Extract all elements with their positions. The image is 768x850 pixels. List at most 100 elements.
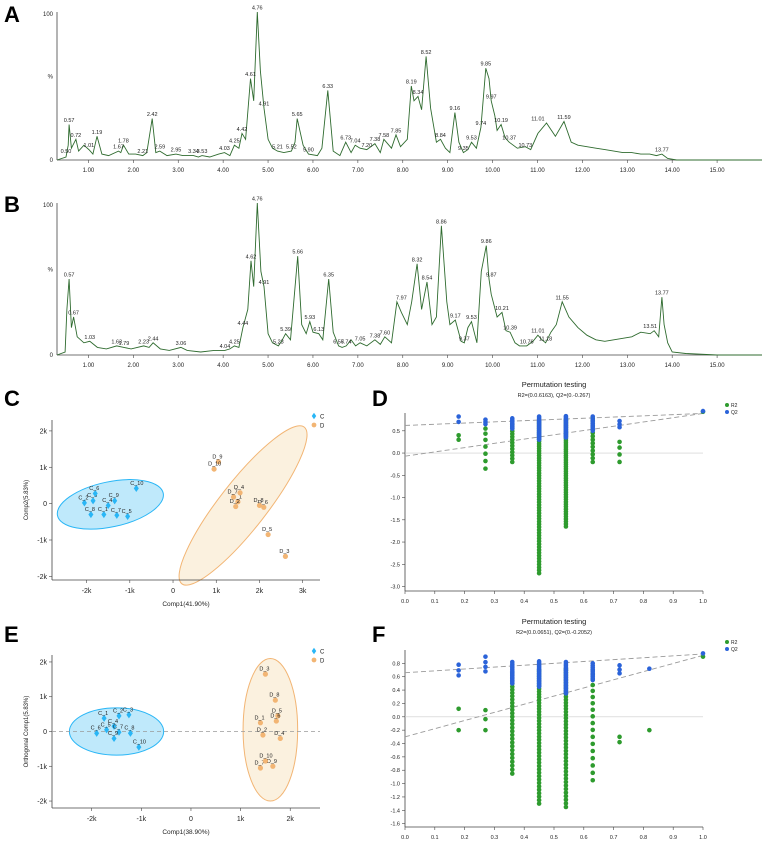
score-c-point-d-7 (230, 494, 237, 500)
panel-label-b: B (4, 192, 20, 217)
chrom-b-peak-label: 11.18 (539, 336, 552, 342)
perm-f-r2-point (563, 735, 569, 740)
perm-f-r2-point (590, 777, 596, 783)
chrom-b-peak-label: 7.97 (396, 295, 407, 301)
perm-d-ytick-label: -0.5 (391, 473, 400, 479)
chrom-b-peak-label: 9.17 (450, 314, 461, 320)
chrom-a-peak-label: 8.34 (413, 90, 424, 96)
perm-f-r2-point (563, 715, 569, 721)
perm-f-r2-point (509, 707, 515, 712)
perm-d-r2-point (456, 432, 461, 438)
perm-f-r2-point (563, 762, 569, 767)
chrom-a-xtick-label: 9.00 (442, 168, 454, 174)
perm-d-xtick-label: 0.6 (580, 599, 588, 605)
perm-f-r2-point (483, 707, 488, 713)
perm-d-ytick-label: 0.0 (392, 451, 400, 457)
score-e-xtick-label: -1k (136, 816, 146, 823)
chrom-a-peak-label: 8.84 (435, 133, 446, 139)
score-c-xtick-label: -1k (125, 588, 135, 595)
perm-f-r2-point (509, 763, 515, 768)
perm-d-r2-point (617, 452, 622, 457)
score-c-point-label: D_2 (230, 499, 240, 505)
score-e-point-label: C_5 (101, 722, 111, 728)
chrom-b-peak-label: 4.76 (252, 197, 263, 203)
perm-f-r2-point (536, 794, 542, 799)
perm-f-ytick-label: 0.2 (392, 701, 400, 707)
score-e-point-label: D_3 (259, 667, 269, 673)
perm-f-r2-point (536, 743, 542, 749)
perm-f-r2-point (509, 743, 515, 749)
score-e-ytick-label: 1k (40, 694, 48, 701)
perm-f-r2-point (509, 725, 515, 730)
perm-d-legend-label-q2: Q2 (731, 410, 738, 416)
perm-f-r2-point (509, 736, 515, 742)
panel-label-f: F (372, 622, 386, 647)
chrom-b-peak-label: 11.55 (555, 295, 568, 301)
perm-f-xtick-label: 0.3 (491, 835, 499, 841)
chrom-b-peak-label: 0.67 (68, 311, 79, 317)
perm-f-r2-point (590, 741, 596, 747)
perm-f-q2-point (617, 663, 622, 668)
perm-f-r2-point (536, 790, 542, 796)
perm-d-r2-point (483, 426, 488, 431)
score-e-point-c-5 (104, 726, 110, 734)
score-c-point-label: D_6 (258, 500, 268, 506)
score-e-point-label: C_2 (113, 708, 123, 714)
score-c-ylabel: Comp2(5.83%) (24, 480, 30, 520)
chrom-a-peak-label: 4.42 (237, 127, 248, 133)
perm-f-r2-point (536, 760, 542, 765)
score-e-xtick-label: 1k (237, 816, 245, 823)
perm-d-r2-point (617, 445, 622, 450)
chrom-a-peak-label: 2.21 (137, 149, 148, 155)
perm-d-q2-point (590, 428, 596, 434)
chrom-b-peak-label: 1.63 (111, 339, 122, 345)
perm-f-r2-point (509, 693, 515, 699)
perm-f-r2-point (509, 718, 515, 723)
score-e-point-c-9 (111, 734, 117, 743)
perm-f-ytick-label: -0.2 (391, 728, 400, 734)
perm-d-r2-point (483, 437, 488, 443)
score-c-point-d-8 (256, 502, 263, 509)
perm-f-r2-point (590, 714, 596, 719)
chrom-a-peak-label: 9.53 (466, 136, 477, 142)
score-e-point-label: C_4 (108, 719, 118, 725)
perm-d-xtick-label: 0.7 (610, 599, 618, 605)
score-c-xtick-label: 1k (213, 588, 221, 595)
perm-f-xtick-label: 0.1 (431, 835, 439, 841)
perm-d-ytick-label: 0.5 (392, 429, 400, 435)
perm-f-r2-point (509, 771, 515, 776)
perm-d-r2-point (590, 433, 596, 439)
chrom-b-xtick-label: 11.00 (530, 363, 545, 369)
perm-f-ytick-label: 0.8 (392, 661, 400, 667)
chrom-b-xtick-label: 6.00 (307, 363, 319, 369)
chrom-a-peak-label: 4.61 (245, 72, 256, 78)
score-e-point-label: D_7 (254, 761, 264, 767)
chrom-a-peak-label: 11.59 (557, 115, 570, 121)
chrom-b-xtick-label: 8.00 (397, 363, 409, 369)
chrom-a-peak-label: 8.52 (421, 50, 432, 56)
chrom-a-peak-label: 7.20 (361, 143, 372, 149)
chrom-a-peak-label: 7.85 (391, 128, 402, 134)
score-c-ellipse-c (56, 479, 164, 530)
perm-f-ytick-label: -1.6 (391, 822, 400, 828)
chrom-b-peak-label: 8.32 (412, 257, 423, 263)
perm-f-r2-point (590, 720, 596, 726)
perm-f-r2-point (509, 697, 515, 702)
perm-f-r2-point (509, 687, 515, 693)
perm-d-r2-point (483, 431, 488, 436)
chrom-b-ytick-label: 100 (43, 203, 54, 209)
score-c-point-label: D_10 (208, 462, 221, 468)
perm-f-r2-point (536, 763, 542, 769)
chrom-a-peak-label: 6.33 (322, 84, 333, 90)
score-c-point-c-1 (101, 510, 107, 519)
chrom-b-peak-label: 4.91 (259, 280, 270, 286)
perm-f-q2-point (483, 654, 488, 659)
score-c-point-c-9 (112, 497, 118, 505)
chrom-a-peak-label: 10.37 (502, 136, 516, 142)
chrom-b-peak-label: 9.86 (481, 239, 492, 245)
perm-f-title: Permutation testing (522, 617, 587, 626)
score-e-ytick-label: 0 (43, 729, 47, 736)
score-e-point-label: C_7 (113, 725, 123, 731)
chrom-a-peak-label: 0.57 (64, 118, 75, 124)
